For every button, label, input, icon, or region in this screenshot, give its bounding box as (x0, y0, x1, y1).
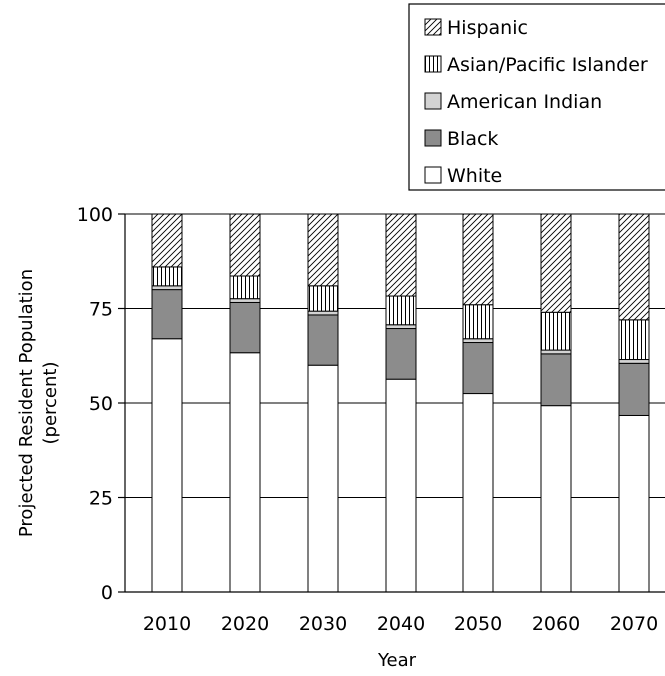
bar-2010 (151, 213, 183, 593)
bar-segment-2040-black (385, 328, 417, 380)
y-tick-label-0: 0 (101, 582, 113, 604)
x-tick-label-2020: 2020 (221, 613, 269, 635)
bar-2020 (229, 213, 261, 593)
legend-label-hispanic: Hispanic (447, 17, 528, 39)
legend-swatch-hispanic (424, 18, 442, 36)
bar-segment-2070-white (618, 414, 650, 593)
bar-segment-2030-american-indian (307, 310, 339, 316)
x-tick-label-2050: 2050 (454, 613, 502, 635)
legend-label-american-indian: American Indian (447, 91, 602, 113)
y-tick-label-50: 50 (89, 393, 113, 415)
bar-segment-2030-white (307, 364, 339, 593)
y-axis-title-line-1: Projected Resident Population (16, 269, 37, 537)
legend-item-white: White (424, 165, 502, 187)
bar-segment-2070-asian-pacific-islander (618, 319, 650, 361)
bar-segment-2030-hispanic (307, 213, 339, 287)
x-axis-title: Year (377, 650, 417, 671)
bar-segment-2010-hispanic (151, 213, 183, 268)
bar-segment-2060-asian-pacific-islander (540, 311, 572, 351)
y-axis-title: Projected Resident Population (percent) (16, 269, 61, 537)
legend-label-asian-pacific-islander: Asian/Pacific Islander (447, 54, 648, 76)
bar-segment-2040-hispanic (385, 213, 417, 297)
x-tick-label-2060: 2060 (532, 613, 580, 635)
legend-label-white: White (447, 165, 502, 187)
bar-segment-2050-white (462, 393, 494, 593)
bar-2070 (618, 213, 650, 593)
legend-item-american-indian: American Indian (424, 91, 602, 113)
bar-segment-2060-american-indian (540, 349, 572, 355)
y-tick-label-75: 75 (89, 299, 113, 321)
bar-segment-2070-hispanic (618, 213, 650, 321)
y-tick-labels: 0 25 50 75 100 (77, 204, 113, 604)
bar-2040 (385, 213, 417, 593)
legend-item-black: Black (424, 128, 498, 150)
bar-segment-2010-american-indian (151, 285, 183, 291)
legend-swatch-white (424, 166, 442, 184)
bar-segment-2050-american-indian (462, 338, 494, 344)
legend-item-asian-pacific-islander: Asian/Pacific Islander (424, 54, 648, 76)
y-tick-label-100: 100 (77, 204, 113, 226)
bar-segment-2020-hispanic (229, 213, 261, 277)
x-tick-label-2010: 2010 (143, 613, 191, 635)
x-tick-label-2040: 2040 (377, 613, 425, 635)
axes (118, 213, 665, 593)
bar-segment-2020-white (229, 352, 261, 593)
x-tick-label-2030: 2030 (299, 613, 347, 635)
bar-segment-2060-hispanic (540, 213, 572, 313)
legend-swatch-american-indian (424, 92, 442, 110)
bar-segment-2040-asian-pacific-islander (385, 295, 417, 326)
bar-2060 (540, 213, 572, 593)
y-axis-title-line-2: (percent) (40, 362, 61, 445)
bar-segment-2040-american-indian (385, 324, 417, 330)
bar-segment-2070-american-indian (618, 359, 650, 364)
bar-segment-2050-hispanic (462, 213, 494, 306)
legend-item-hispanic: Hispanic (424, 17, 528, 39)
bar-segment-2020-black (229, 301, 261, 354)
bar-segment-2010-black (151, 289, 183, 340)
bar-segment-2030-asian-pacific-islander (307, 285, 339, 312)
x-tick-labels: 2010 2020 2030 2040 2050 2060 2070 (143, 613, 658, 635)
bar-segment-2010-white (151, 338, 183, 593)
bar-segment-2020-american-indian (229, 298, 261, 303)
legend-swatch-asian-pacific-islander (424, 55, 442, 73)
bar-2030 (307, 213, 339, 593)
legend-swatch-black (424, 129, 442, 147)
legend: Hispanic Asian/Pacific Islander American I… (408, 3, 665, 191)
bar-2050 (462, 213, 494, 593)
bar-segment-2070-black (618, 362, 650, 416)
bar-segment-2050-asian-pacific-islander (462, 304, 494, 340)
legend-label-black: Black (447, 128, 498, 150)
y-tick-label-25: 25 (89, 488, 113, 510)
bar-segment-2050-black (462, 342, 494, 395)
bar-segment-2020-asian-pacific-islander (229, 275, 261, 300)
bar-segment-2010-asian-pacific-islander (151, 266, 183, 287)
bar-segment-2060-black (540, 353, 572, 407)
bar-segment-2060-white (540, 405, 572, 593)
legend-box (408, 3, 665, 191)
x-tick-label-2070: 2070 (610, 613, 658, 635)
bar-segment-2030-black (307, 314, 339, 366)
bars (151, 213, 650, 593)
bar-segment-2040-white (385, 378, 417, 593)
